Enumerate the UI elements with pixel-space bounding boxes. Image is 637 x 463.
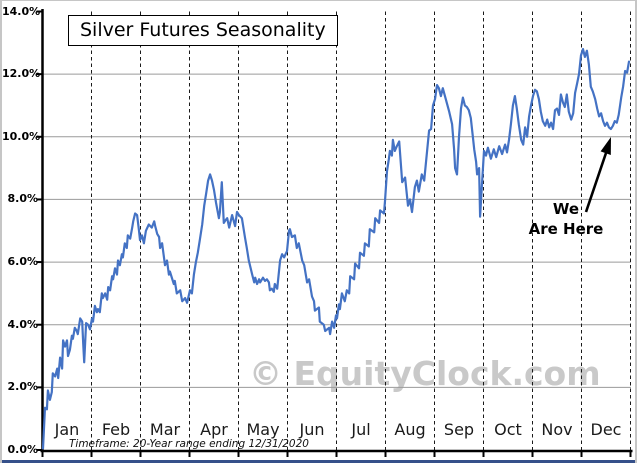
x-tick-label: Mar — [149, 420, 181, 439]
we-are-here-arrow — [584, 137, 611, 213]
y-tick-label: 6.0% — [7, 255, 38, 269]
y-tick-label: 8.0% — [7, 192, 38, 206]
chart-title: Silver Futures Seasonality — [80, 19, 326, 41]
equityclock-watermark: © EquityClock.com — [249, 354, 601, 393]
x-tick-label: Oct — [494, 420, 522, 439]
y-tick-label: 4.0% — [7, 317, 38, 331]
y-tick-label: 2.0% — [7, 380, 38, 394]
x-tick-label: Sep — [443, 420, 475, 439]
timeframe-note: Timeframe: 20-Year range ending 12/31/20… — [69, 438, 309, 450]
x-tick-label: Jan — [54, 420, 80, 439]
y-tick-label: 12.0% — [2, 67, 41, 81]
x-tick-label: Jun — [299, 420, 325, 439]
x-tick-label: Apr — [200, 420, 228, 439]
axes — [36, 9, 633, 457]
x-tick-label: Aug — [394, 420, 426, 439]
y-tick-label: 0.0% — [7, 443, 38, 456]
we-are-here-label: We Are Here — [521, 199, 611, 239]
bottom-border-bar — [2, 460, 635, 463]
seasonality-line — [41, 48, 631, 450]
we-are-here-line2: Are Here — [528, 220, 604, 238]
x-tick-label: Feb — [101, 420, 131, 439]
y-tick-label: 10.0% — [2, 129, 41, 143]
x-tick-label: Nov — [541, 420, 573, 439]
x-tick-label: May — [246, 420, 280, 439]
x-tick-label: Dec — [590, 420, 622, 439]
y-tick-label: 14.0% — [2, 4, 41, 18]
x-tick-label: Jul — [351, 420, 371, 439]
we-are-here-line1: We — [552, 200, 580, 218]
gridlines — [42, 11, 631, 450]
chart-title-box: Silver Futures Seasonality — [68, 15, 338, 46]
